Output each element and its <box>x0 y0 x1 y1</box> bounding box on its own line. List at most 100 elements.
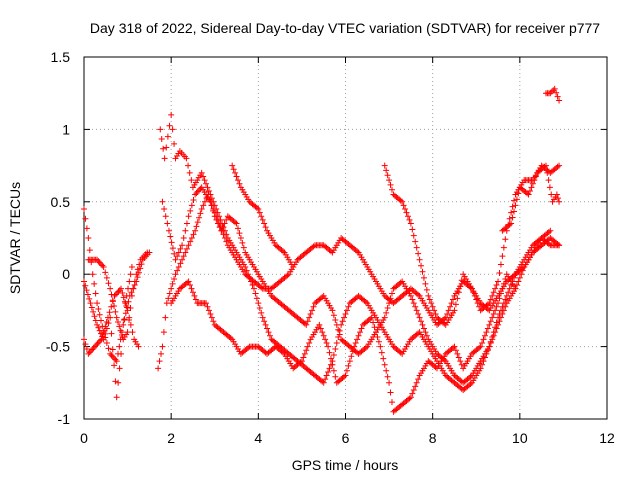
data-point-s10 <box>387 181 394 188</box>
data-point-s1 <box>111 355 118 362</box>
data-point-s5 <box>169 280 176 287</box>
data-point-s7 <box>164 220 171 227</box>
data-point-s2 <box>111 303 118 310</box>
data-point-s5 <box>493 325 500 332</box>
data-point-s5 <box>157 350 164 357</box>
data-point-s7 <box>221 235 228 241</box>
data-point-s7 <box>207 198 214 205</box>
data-point-s8 <box>368 314 375 321</box>
data-point-s3 <box>91 343 98 350</box>
data-point-s5 <box>188 235 195 241</box>
data-point-s8 <box>493 303 500 310</box>
data-point-s9 <box>258 213 265 220</box>
data-point-s8 <box>329 361 336 368</box>
data-point-s8 <box>492 307 499 314</box>
data-point-s7 <box>327 248 334 255</box>
data-point-s6 <box>183 155 190 162</box>
data-point-s6 <box>335 333 342 340</box>
data-point-s8 <box>330 367 337 374</box>
data-point-s11 <box>525 191 532 198</box>
data-point-s8 <box>203 300 210 307</box>
data-point-s4 <box>91 313 98 320</box>
data-point-s6 <box>490 329 497 336</box>
data-point-s10 <box>499 253 506 260</box>
data-point-s3 <box>95 339 102 346</box>
data-point-s6 <box>186 169 193 176</box>
data-point-s6 <box>163 144 170 151</box>
data-point-s8 <box>406 395 413 402</box>
data-point-s8 <box>210 318 217 325</box>
data-point-s5 <box>223 216 230 223</box>
data-point-s10 <box>399 198 406 205</box>
data-point-s3 <box>108 303 115 310</box>
data-point-s5 <box>410 300 417 307</box>
data-point-s8 <box>451 343 458 350</box>
data-point-s4 <box>90 308 97 315</box>
data-point-s8 <box>358 325 365 332</box>
data-point-s4 <box>107 314 114 321</box>
data-point-s11 <box>527 187 534 194</box>
data-point-s8 <box>367 315 374 322</box>
data-point-s6 <box>336 327 343 334</box>
data-point-s2 <box>133 271 140 278</box>
data-point-s10 <box>508 209 515 216</box>
data-point-s6 <box>258 309 265 316</box>
data-point-s10 <box>451 307 458 314</box>
data-point-s1 <box>120 321 127 328</box>
data-point-s6 <box>338 321 345 328</box>
data-point-s6 <box>342 311 349 318</box>
data-point-s8 <box>380 355 387 362</box>
x-tick-label: 4 <box>254 430 262 446</box>
data-point-s8 <box>185 278 192 285</box>
data-point-s5 <box>174 267 181 274</box>
data-points <box>81 85 563 415</box>
y-tick-label: 1 <box>62 121 70 137</box>
data-point-s6 <box>168 111 175 118</box>
data-point-s8 <box>332 373 339 380</box>
data-point-s8 <box>207 311 214 318</box>
data-point-s4 <box>103 325 110 332</box>
data-point-s4 <box>83 287 90 294</box>
data-point-s5 <box>304 318 311 325</box>
data-point-s6 <box>262 321 269 328</box>
data-point-s5 <box>182 249 189 256</box>
data-point-s3 <box>112 291 119 298</box>
data-point-s2 <box>103 274 110 281</box>
data-point-s4 <box>126 278 133 285</box>
data-point-s10 <box>404 213 411 220</box>
data-point-s7 <box>284 272 291 279</box>
data-point-s11 <box>513 196 520 203</box>
data-point-s5 <box>383 309 390 316</box>
data-point-s12 <box>547 90 554 97</box>
data-point-s10 <box>425 292 432 299</box>
data-point-s5 <box>234 225 241 232</box>
data-point-s6 <box>164 133 171 140</box>
data-point-s7 <box>188 202 195 209</box>
data-point-s6 <box>320 379 327 386</box>
data-point-s1 <box>82 215 89 222</box>
data-point-s1 <box>103 339 110 346</box>
data-point-s9 <box>234 177 241 184</box>
data-point-s7 <box>161 206 168 213</box>
data-point-s7 <box>180 235 187 241</box>
data-point-s3 <box>93 342 100 349</box>
data-point-s8 <box>297 359 304 366</box>
data-point-s5 <box>187 238 194 245</box>
data-point-s6 <box>205 187 212 194</box>
x-axis-label: GPS time / hours <box>292 457 399 473</box>
data-point-s5 <box>332 317 339 324</box>
data-point-s8 <box>489 314 496 321</box>
data-point-s4 <box>127 271 134 278</box>
data-point-s8 <box>479 339 486 346</box>
data-point-s8 <box>378 349 385 356</box>
data-point-s5 <box>232 219 239 226</box>
x-tick-label: 10 <box>512 430 528 446</box>
data-point-s5 <box>303 321 310 328</box>
data-point-s4 <box>95 324 102 331</box>
data-point-s5 <box>362 344 369 351</box>
data-point-s8 <box>377 343 384 350</box>
data-point-s8 <box>357 329 364 336</box>
data-point-s12 <box>556 97 563 104</box>
data-point-s11 <box>511 208 518 215</box>
data-point-s4 <box>118 350 125 357</box>
